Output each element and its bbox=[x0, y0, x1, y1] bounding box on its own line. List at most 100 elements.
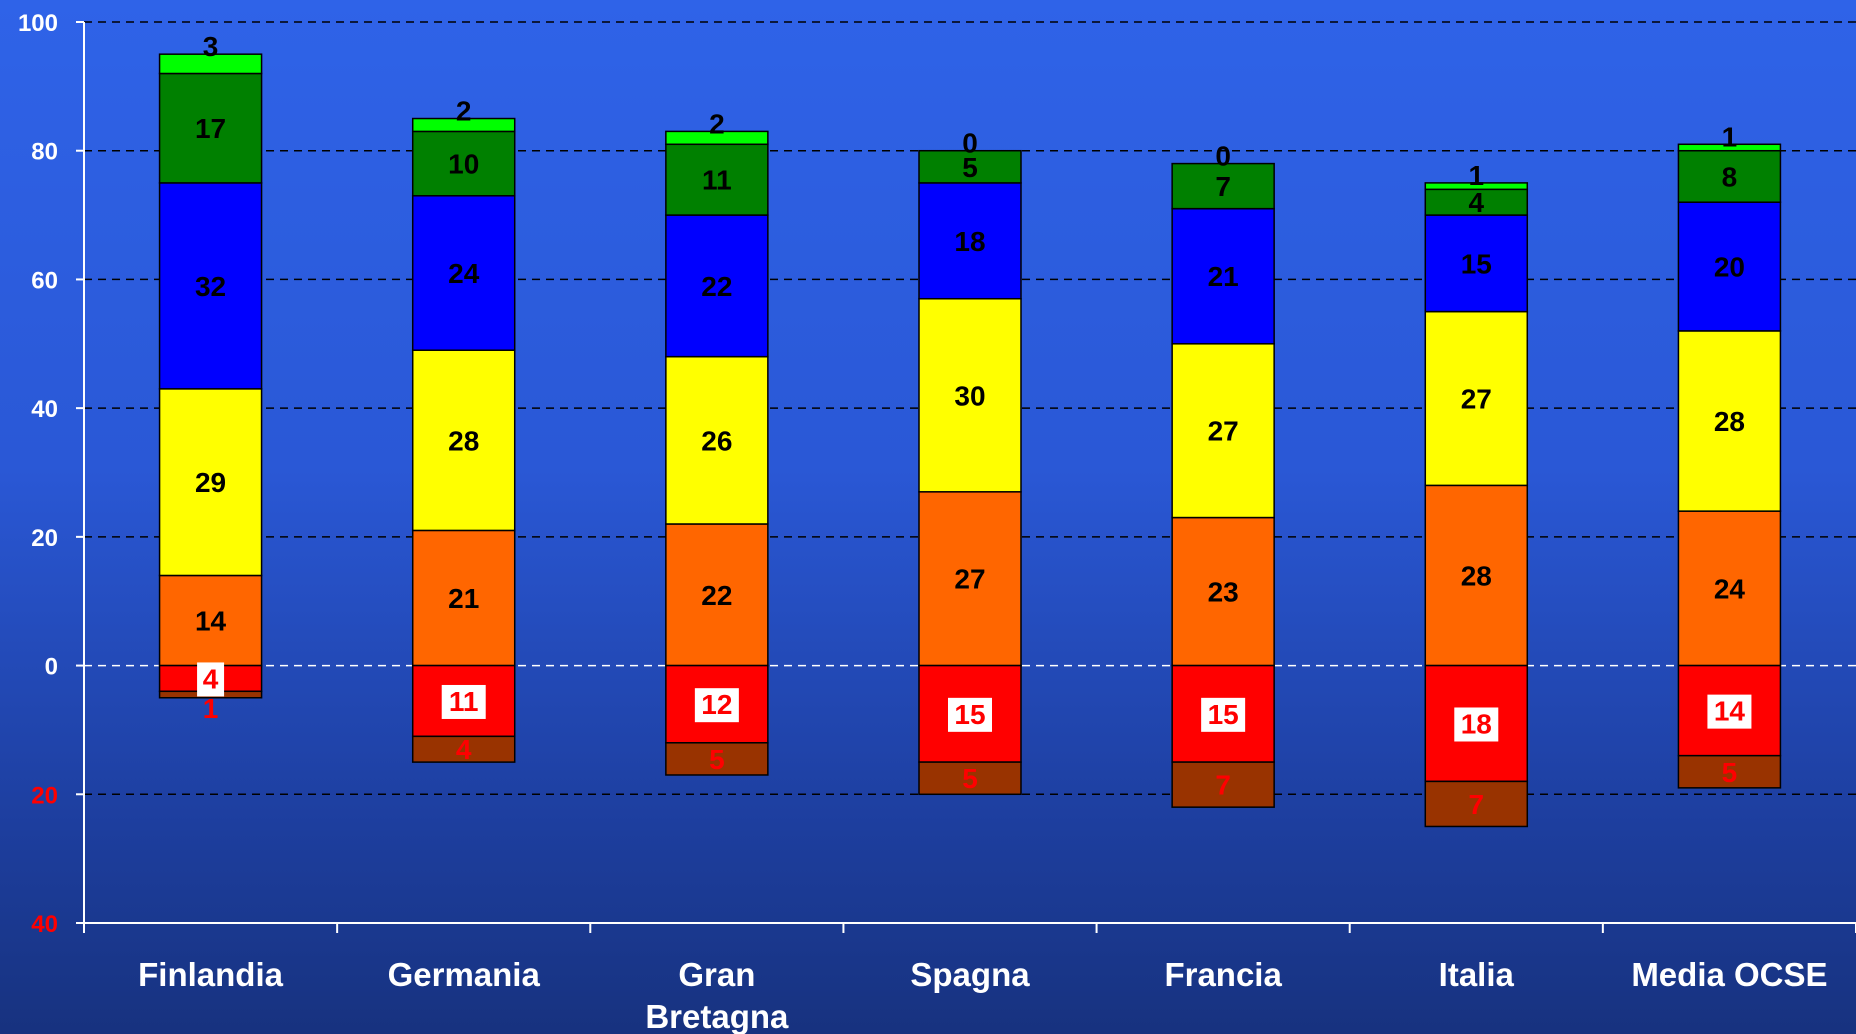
data-label: 5 bbox=[1722, 757, 1738, 788]
data-label: 14 bbox=[1714, 696, 1746, 727]
data-label: 18 bbox=[1461, 708, 1492, 739]
x-category-label: Finlandia bbox=[138, 956, 283, 993]
data-label: 7 bbox=[1468, 789, 1484, 820]
x-category-label: Francia bbox=[1164, 956, 1282, 993]
data-label-box bbox=[441, 684, 486, 719]
data-label: 15 bbox=[1461, 248, 1492, 279]
data-label: 18 bbox=[954, 226, 985, 257]
y-tick-label: 20 bbox=[31, 525, 58, 552]
data-label: 2 bbox=[709, 108, 725, 139]
x-category-label-line: Spagna bbox=[910, 956, 1030, 993]
y-tick-label: 20 bbox=[31, 782, 58, 809]
data-label: 23 bbox=[1208, 577, 1239, 608]
bar-segment bbox=[1677, 143, 1782, 152]
x-category-label: Italia bbox=[1439, 956, 1515, 993]
x-category-label: Media OCSE bbox=[1631, 956, 1827, 993]
data-label-box bbox=[948, 697, 992, 732]
data-label: 15 bbox=[1208, 699, 1239, 730]
data-label: 26 bbox=[701, 425, 732, 456]
data-label: 0 bbox=[1215, 141, 1231, 172]
data-label-box bbox=[197, 662, 225, 697]
data-label: 17 bbox=[195, 113, 226, 144]
bar-segment bbox=[1677, 330, 1782, 512]
data-label: 4 bbox=[1468, 187, 1484, 218]
bar-segment bbox=[158, 72, 263, 184]
bar-segment bbox=[411, 349, 516, 532]
data-label: 4 bbox=[203, 663, 219, 694]
data-label: 29 bbox=[195, 467, 226, 498]
data-label: 0 bbox=[962, 128, 978, 159]
x-category-label-line: Francia bbox=[1164, 956, 1282, 993]
data-label: 24 bbox=[448, 258, 480, 289]
bar-segment bbox=[1171, 343, 1275, 519]
data-label: 32 bbox=[195, 271, 226, 302]
data-label: 20 bbox=[1714, 252, 1745, 283]
data-label: 2 bbox=[456, 96, 472, 127]
y-tick-label: 60 bbox=[31, 267, 58, 294]
bar-segment bbox=[1424, 188, 1529, 216]
y-tick-label: 40 bbox=[31, 396, 58, 423]
bar-segment bbox=[918, 149, 1022, 184]
bar-segment bbox=[665, 214, 769, 358]
data-labels: 1429321734121282410211422262211212527301… bbox=[195, 31, 1752, 820]
data-label: 24 bbox=[1714, 573, 1746, 604]
data-label: 28 bbox=[1714, 406, 1745, 437]
bars bbox=[158, 53, 1782, 828]
bar-segment bbox=[411, 117, 516, 133]
x-category-label-line: Gran bbox=[678, 956, 755, 993]
bar-segment bbox=[411, 529, 516, 667]
data-label: 22 bbox=[701, 580, 732, 611]
bar-segment bbox=[158, 53, 263, 75]
x-category-label: Germania bbox=[388, 956, 541, 993]
data-label: 21 bbox=[448, 583, 479, 614]
data-label: 28 bbox=[1461, 560, 1492, 591]
bar-segment bbox=[1677, 201, 1782, 332]
data-label: 7 bbox=[1215, 770, 1231, 801]
bar-segment bbox=[665, 742, 769, 776]
bar-segment bbox=[1171, 761, 1275, 808]
data-label: 27 bbox=[1461, 383, 1492, 414]
y-tick-label: 80 bbox=[31, 139, 58, 166]
x-category-label: Spagna bbox=[910, 956, 1030, 993]
data-label: 11 bbox=[702, 165, 732, 196]
y-tick-label: 0 bbox=[45, 654, 58, 681]
bar-segment bbox=[665, 355, 769, 525]
bar-segment bbox=[918, 491, 1022, 667]
y-tick-label: 40 bbox=[31, 911, 58, 938]
bar-segment bbox=[1424, 780, 1529, 828]
x-category-label-line: Italia bbox=[1439, 956, 1515, 993]
data-label: 8 bbox=[1722, 161, 1738, 192]
x-category-label: Gran Bretagna bbox=[645, 956, 789, 1034]
data-label: 27 bbox=[1208, 416, 1239, 447]
bar-segment bbox=[665, 130, 769, 146]
x-category-label-line: Germania bbox=[388, 956, 541, 993]
bar-segment bbox=[1677, 510, 1782, 667]
data-label: 1 bbox=[1722, 121, 1738, 152]
data-label: 1 bbox=[203, 693, 219, 724]
bar-segment bbox=[1171, 516, 1275, 667]
bar-segment bbox=[665, 523, 769, 667]
bar-segment bbox=[918, 761, 1022, 796]
bar-segment bbox=[665, 143, 769, 216]
bar-segment bbox=[411, 735, 516, 763]
data-label: 15 bbox=[954, 699, 985, 730]
data-label: 28 bbox=[448, 425, 479, 456]
data-label: 27 bbox=[954, 564, 985, 595]
data-label: 4 bbox=[456, 734, 472, 765]
bar-segment bbox=[918, 297, 1022, 493]
bar-segment bbox=[1424, 182, 1529, 191]
bar-segment bbox=[411, 130, 516, 197]
data-label: 7 bbox=[1215, 171, 1231, 202]
bar-segment bbox=[1424, 310, 1529, 487]
bar-segment bbox=[1171, 162, 1275, 210]
data-label-box bbox=[694, 688, 739, 723]
y-tick-label: 100 bbox=[18, 10, 58, 37]
bar-segment bbox=[1424, 214, 1529, 313]
bar-segment bbox=[1677, 149, 1782, 203]
bar-segment bbox=[1171, 207, 1275, 345]
bar-segment bbox=[918, 182, 1022, 300]
bar-segment bbox=[158, 182, 263, 390]
data-label-box bbox=[1454, 707, 1499, 742]
